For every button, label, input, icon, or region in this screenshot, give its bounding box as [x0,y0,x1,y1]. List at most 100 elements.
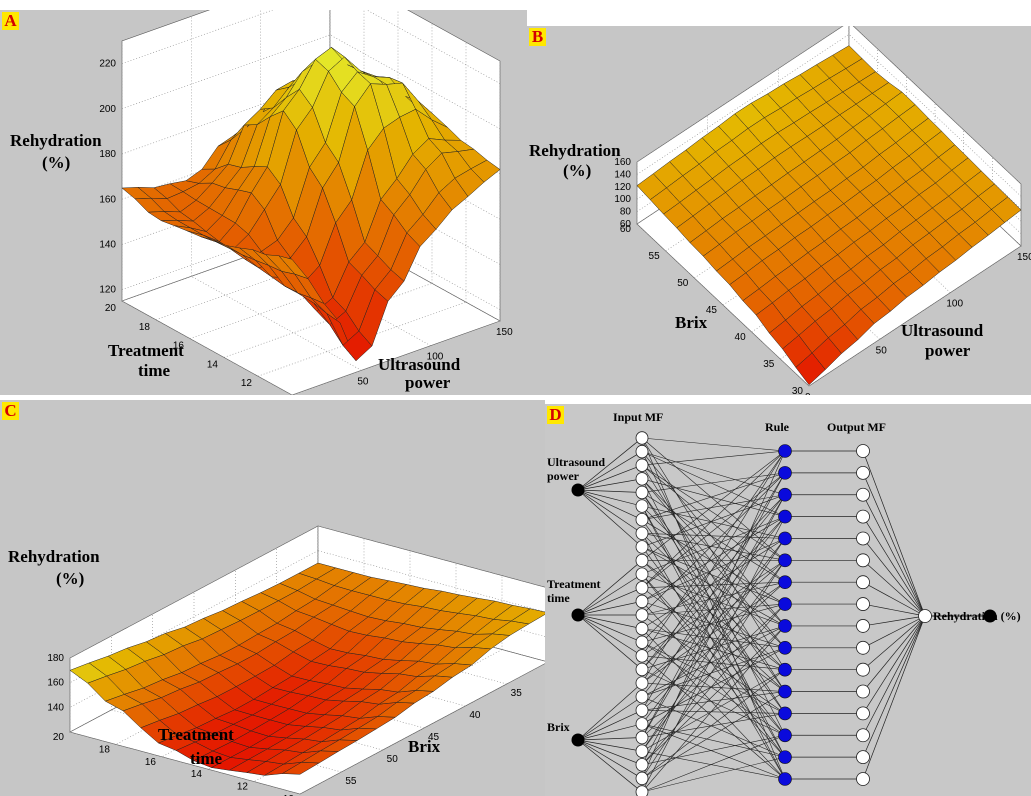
y-gridline [808,245,1022,387]
edge-input-mf [577,573,643,616]
y-tick-label: 18 [99,744,111,755]
edge-mf-rule [641,437,786,452]
edge-input-mf [577,723,643,741]
output-mf-node [856,706,870,721]
y-axis-label: time [190,749,223,768]
input-mf-node [635,621,649,636]
input-mf-node [635,581,649,595]
surface-plot-a: 120140160180200220050100150101214161820 … [10,10,513,395]
panel-b: 608010012014016005010015030354045505560 … [527,26,1031,395]
edge-output-final [862,615,926,670]
edge-mf-rule [641,723,786,758]
edge-mf-rule [641,691,786,711]
edge-mf-rule [641,603,786,643]
edge-mf-rule [641,478,786,517]
edge-mf-rule [641,641,786,736]
z-tick-label: 160 [99,194,116,205]
rule-node [778,750,792,764]
y-tick-label: 14 [207,359,219,370]
y-tick-label: 16 [173,341,185,352]
input-mf-node [635,553,649,568]
x-tick-label: 100 [946,299,963,310]
input-mf-node [635,444,649,459]
edge-mf-rule [641,516,786,602]
edge-input-mf [577,737,643,741]
edge-mf-rule [641,478,786,648]
x-tick-label: 35 [511,688,523,699]
input-mf-node [635,526,649,541]
z-gridline [848,34,1022,197]
input-node [571,608,585,622]
rule-node [778,662,792,677]
edge-input-mf [577,587,643,616]
edge-input-mf [577,464,643,491]
edge-mf-rule [641,494,786,670]
edge-mf-rule [641,505,786,539]
surface-patch [991,196,1022,223]
z-axis-label: Rehydration [10,131,102,150]
edge-mf-rule [641,560,786,684]
edge-mf-rule [641,647,786,697]
y-tick-label: 10 [283,794,295,796]
output-mf-node [856,465,870,480]
y-axis-label: Treatment [158,725,234,744]
output-mf-node [856,640,870,655]
rule-node [778,728,792,743]
edge-input-mf [577,682,643,741]
rule-node [778,466,792,480]
edge-output-final [862,615,926,736]
y-gridline [299,663,545,795]
edge-output-final [862,603,926,617]
input-node [571,483,585,497]
input-mf-node [635,730,649,745]
z-tick-label: 120 [614,182,631,193]
edge-mf-rule [641,734,786,766]
z-gridline [636,26,844,163]
z-gridline [317,550,545,613]
edge-mf-rule [641,713,786,738]
edge-mf-rule [641,450,786,657]
output-node [983,609,997,623]
output-mf-node [856,619,870,633]
edge-output-final [862,615,926,714]
edge-input-mf [577,614,643,629]
z-tick-label: 100 [614,194,631,205]
z-axis-label: (%) [563,161,591,180]
panel-c: 14016018030354045505560101214161820 Rehy… [0,400,545,796]
edge-mf-rule [641,451,786,517]
rule-node [778,597,792,611]
z-tick-label: 220 [99,59,116,70]
rule-node [778,706,792,721]
edge-output-final [862,450,926,617]
input-mf-node [635,703,649,718]
edge-input-mf [577,614,643,670]
edge-mf-rule [641,625,786,670]
edge-mf-rule [641,516,786,793]
rule-node [778,487,792,502]
edge-mf-rule [641,587,786,692]
input-mf-node [635,771,649,786]
y-tick-label: 12 [241,378,253,389]
z-tick-label: 200 [99,104,116,115]
edge-mf-rule [641,625,786,793]
output-mf-node [856,509,870,524]
rule-node [778,509,792,524]
edge-mf-rule [641,450,786,466]
input-mf-node [635,431,649,445]
x-tick-label: 0 [805,392,811,395]
panel-d: Input MF Rule Output MF Ultrasound power … [545,404,1031,796]
edge-input-mf [577,489,643,507]
edge-mf-rule [641,472,786,493]
input-mf-node [635,485,649,500]
input-mf-node [635,744,649,758]
y-axis-label: Brix [675,313,708,332]
input-mf-node [635,608,649,622]
output-mf-node [856,575,870,590]
input-mf-node [635,676,649,690]
panel-letter: A [2,12,19,30]
x-axis-label: power [405,373,451,392]
z-tick-label: 140 [614,169,631,180]
edge-mf-rule [641,625,786,697]
edge-mf-rule [641,450,786,779]
edge-mf-rule [641,696,786,758]
